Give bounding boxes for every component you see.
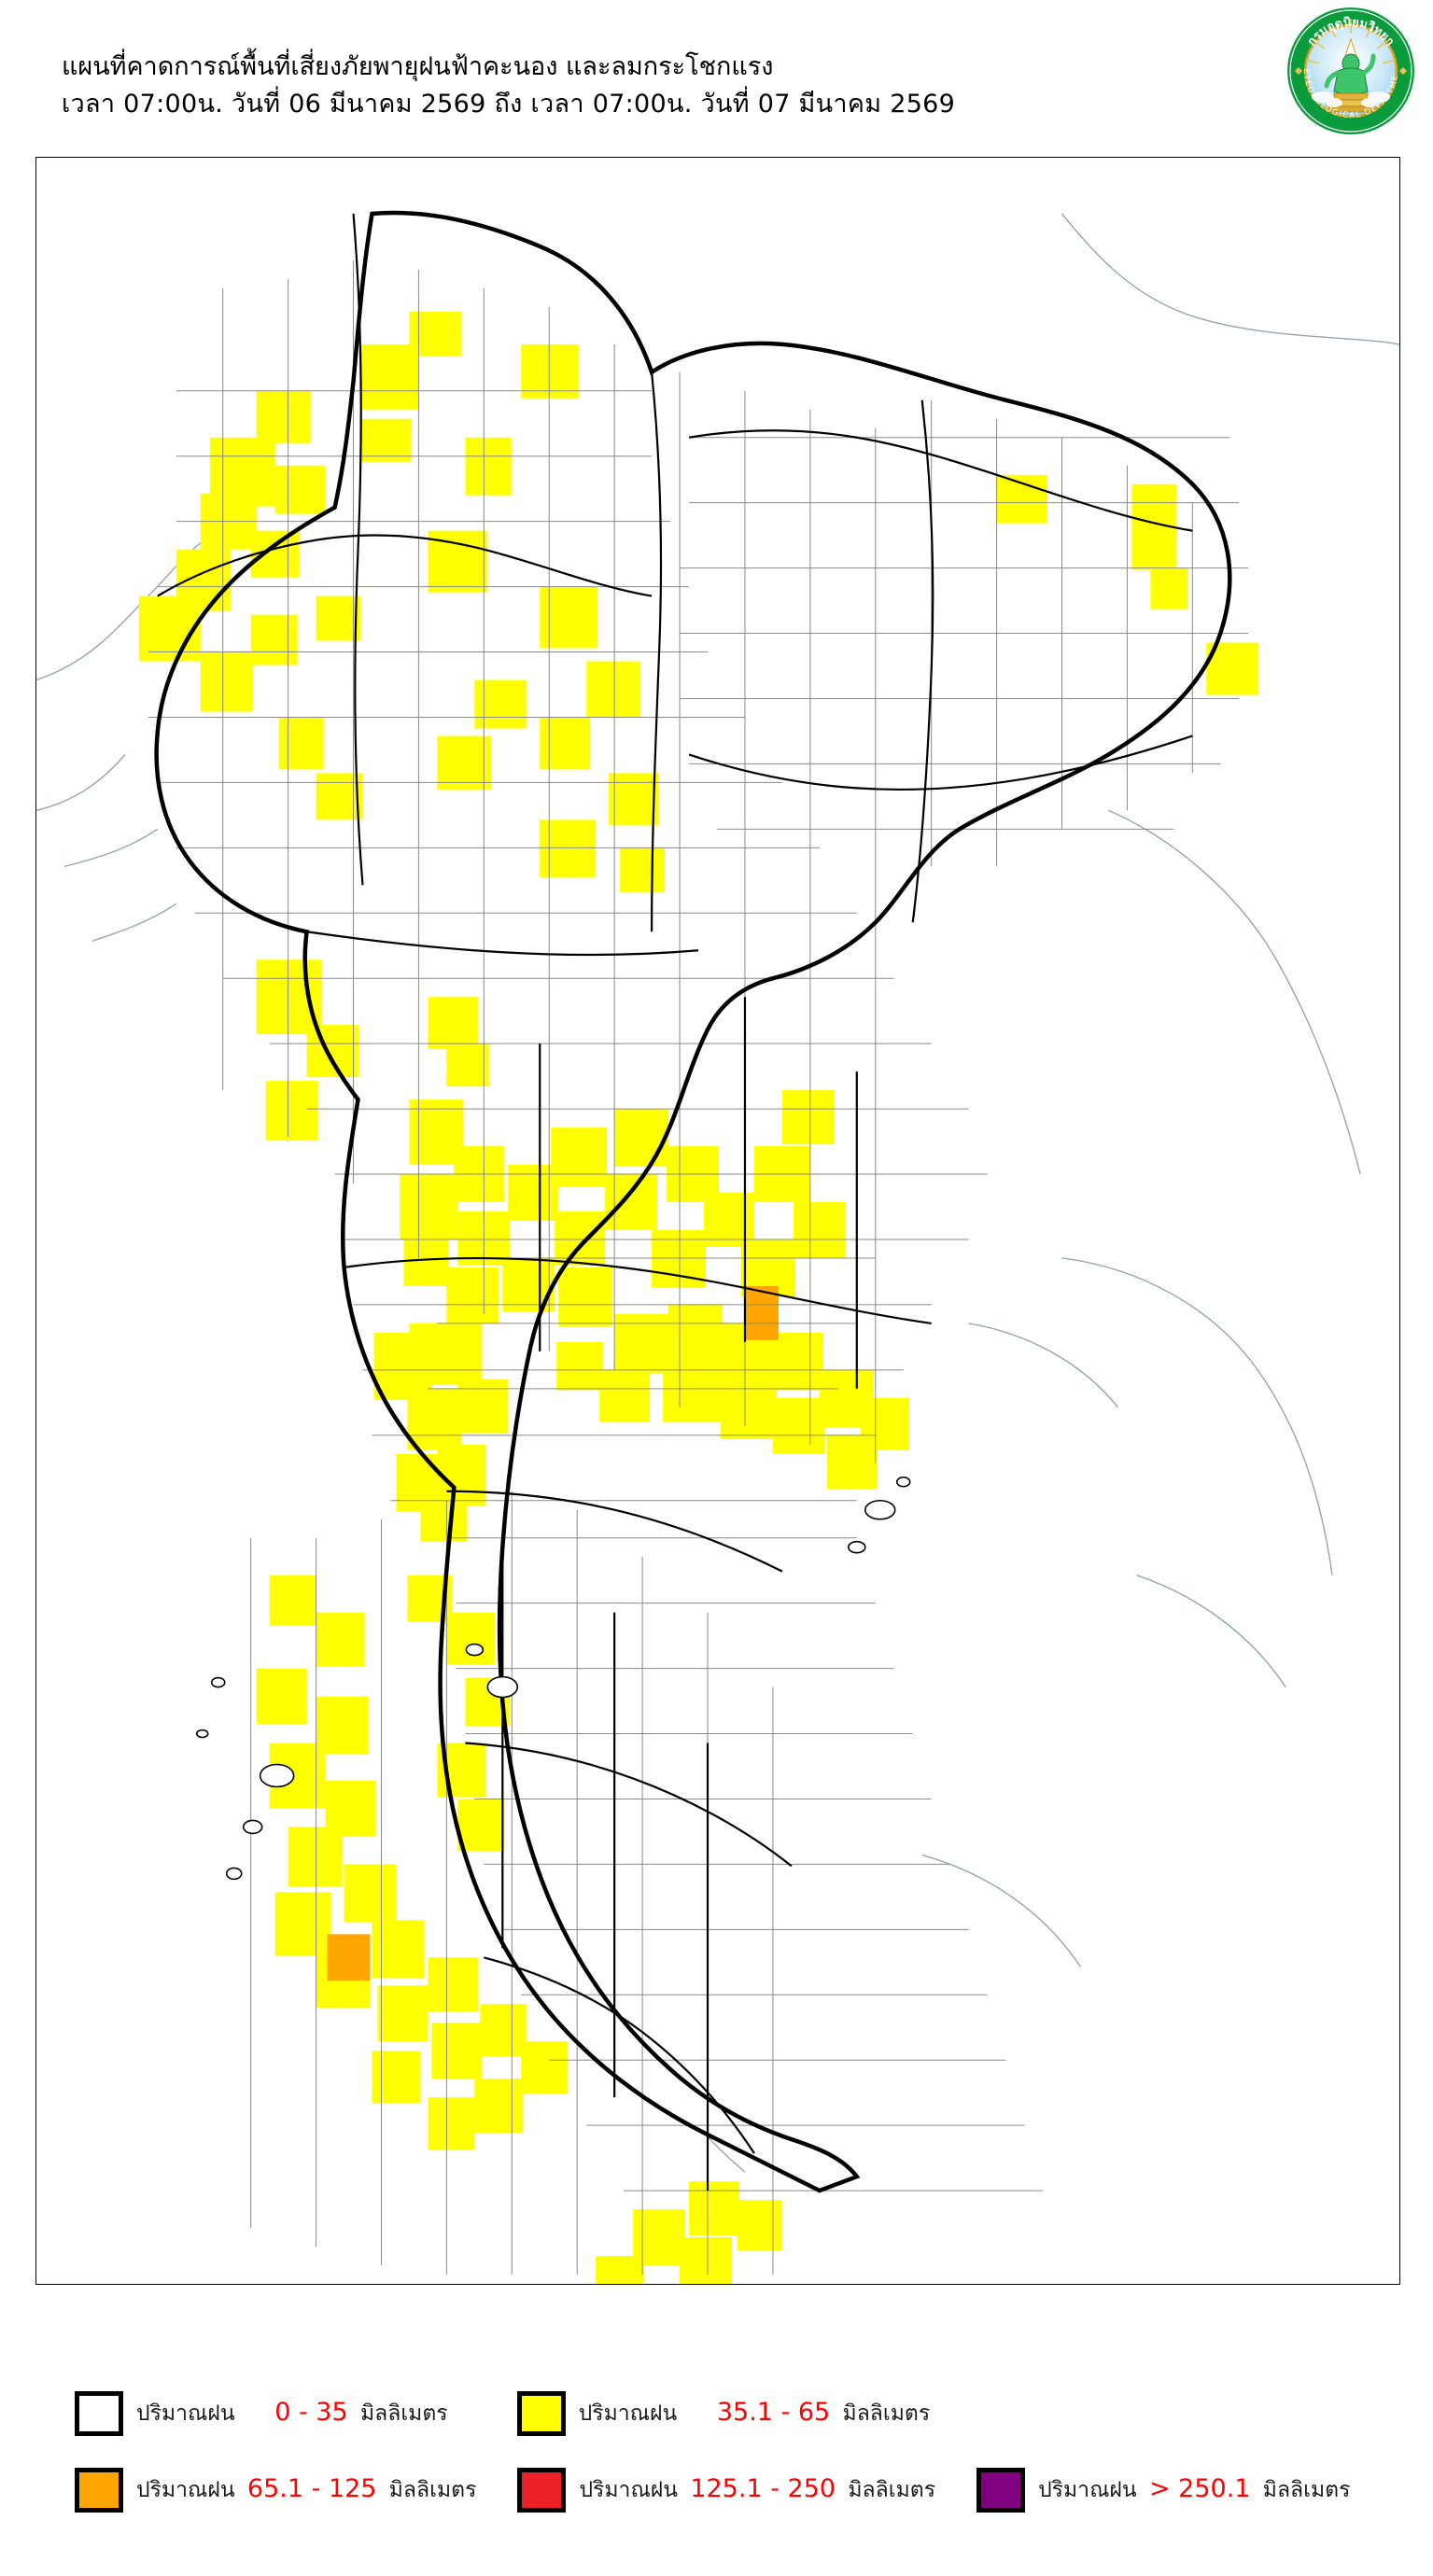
legend-label-4: ปริมาณฝน > 250.1 มิลลิเมตร [1038,2473,1350,2507]
legend-swatch-3 [517,2468,567,2513]
page-header: แผนที่คาดการณ์พื้นที่เสี่ยงภัยพายุฝนฟ้าค… [0,0,1433,149]
province-boundaries [157,213,1193,2191]
legend-unit-0: มิลลิเมตร [359,2401,448,2426]
legend-amount-2: 65.1 - 125 [246,2474,377,2503]
legend-label-text-2: ปริมาณฝน [136,2478,235,2502]
tmd-logo: กรมอุตุนิยมวิทยา METEOROLOGICAL DEPARTME… [1282,0,1416,136]
risk-orange-areas [327,1285,779,1981]
thailand-risk-map[interactable] [36,158,1399,2284]
legend-swatch-2 [75,2468,123,2513]
legend-swatch-1 [516,2391,566,2436]
district-boundaries [148,259,1249,2275]
legend-item-2[interactable]: ปริมาณฝน 65.1 - 125 มิลลิเมตร [75,2464,476,2516]
legend-item-4[interactable]: ปริมาณฝน > 250.1 มิลลิเมตร [976,2464,1350,2516]
legend-label-1: ปริมาณฝน 35.1 - 65 มิลลิเมตร [579,2397,931,2430]
legend: ปริมาณฝน 0 - 35 มิลลิเมตร ปริมาณฝน 35.1 … [35,2305,1400,2548]
legend-row-2: ปริมาณฝน 65.1 - 125 มิลลิเมตร ปริมาณฝน 1… [35,2464,1400,2516]
risk-yellow-areas [138,311,1259,2284]
legend-label-text-4: ปริมาณฝน [1038,2478,1137,2502]
legend-amount-1: 35.1 - 65 [716,2398,831,2427]
map-title-line-1: แผนที่คาดการณ์พื้นที่เสี่ยงภัยพายุฝนฟ้าค… [62,52,774,81]
legend-row-1: ปริมาณฝน 0 - 35 มิลลิเมตร ปริมาณฝน 35.1 … [35,2387,1400,2440]
legend-label-2: ปริมาณฝน 65.1 - 125 มิลลิเมตร [136,2473,476,2507]
legend-item-0[interactable]: ปริมาณฝน 0 - 35 มิลลิเมตร [75,2387,448,2440]
legend-amount-3: 125.1 - 250 [690,2474,836,2503]
legend-amount-4: > 250.1 [1148,2474,1251,2503]
legend-label-0: ปริมาณฝน 0 - 35 มิลลิเมตร [136,2397,448,2430]
islands [195,1476,911,1881]
legend-label-text-1: ปริมาณฝน [578,2401,678,2426]
legend-item-1[interactable]: ปริมาณฝน 35.1 - 65 มิลลิเมตร [516,2387,931,2440]
legend-item-3[interactable]: ปริมาณฝน 125.1 - 250 มิลลิเมตร [517,2464,935,2516]
legend-unit-3: มิลลิเมตร [848,2478,936,2502]
legend-unit-4: มิลลิเมตร [1262,2478,1351,2502]
national-border [154,210,1232,2193]
legend-swatch-4 [976,2468,1026,2513]
tmd-seal-icon: กรมอุตุนิยมวิทยา METEOROLOGICAL DEPARTME… [1282,0,1414,134]
legend-amount-0: 0 - 35 [274,2398,348,2427]
legend-unit-1: มิลลิเมตร [842,2401,931,2426]
legend-label-text-3: ปริมาณฝน [579,2478,679,2502]
title-block: แผนที่คาดการณ์พื้นที่เสี่ยงภัยพายุฝนฟ้าค… [62,49,1257,123]
map-title-line-2: เวลา 07:00น. วันที่ 06 มีนาคม 2569 ถึง เ… [62,90,956,119]
legend-label-text-0: ปริมาณฝน [136,2401,235,2426]
legend-swatch-0 [75,2391,123,2436]
legend-unit-2: มิลลิเมตร [388,2478,477,2502]
country-base [156,212,1230,2191]
map-frame [35,157,1400,2285]
legend-label-3: ปริมาณฝน 125.1 - 250 มิลลิเมตร [579,2473,935,2507]
